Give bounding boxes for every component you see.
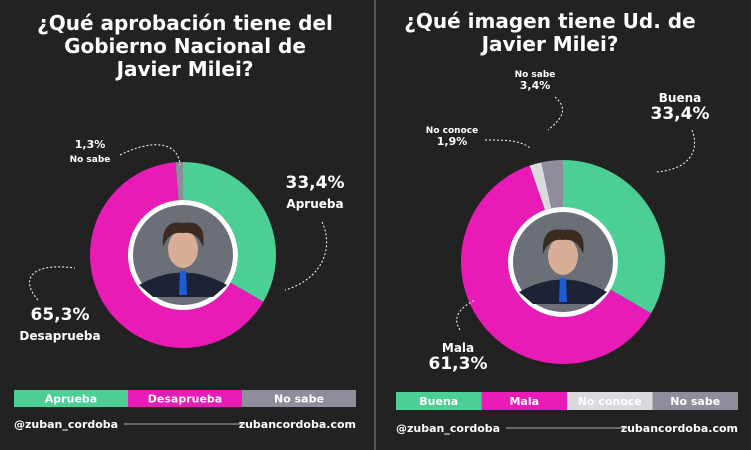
photo-hair <box>542 229 584 254</box>
legend-label: No sabe <box>670 395 720 408</box>
legend-swatch <box>567 392 653 410</box>
callout-arrow <box>119 144 181 166</box>
value-label: 65,3% <box>31 305 90 325</box>
value-label: 61,3% <box>429 354 488 374</box>
chart-title: ¿Qué imagen tiene Ud. de Javier Milei? <box>404 9 696 56</box>
legend-swatch <box>14 390 128 407</box>
photo-head <box>168 230 198 268</box>
legend-swatch <box>242 390 356 407</box>
value-label: 3,4% <box>520 79 551 92</box>
category-label: No conoce <box>426 126 478 136</box>
value-label: 1,3% <box>75 138 106 151</box>
callout-arrow <box>284 221 328 291</box>
callout-arrow <box>654 129 696 173</box>
callout-arrow <box>484 139 531 149</box>
legend-label: Desaprueba <box>148 393 222 406</box>
donut-slice <box>541 160 563 209</box>
chart-title: ¿Qué aprobación tiene del Gobierno Nacio… <box>37 11 333 81</box>
value-label: 1,9% <box>437 135 468 148</box>
value-label: 33,4% <box>286 173 345 193</box>
legend-label: No sabe <box>274 393 324 406</box>
photo-tie <box>559 278 567 302</box>
donut-slice <box>175 162 183 201</box>
footer-website: zubancordoba.com <box>621 422 738 435</box>
callout-arrow <box>29 266 76 301</box>
legend-swatch <box>481 392 567 410</box>
donut-slice <box>529 162 552 211</box>
category-label: No sabe <box>70 155 111 165</box>
category-label: No sabe <box>515 70 556 80</box>
category-label: Buena <box>659 91 701 105</box>
donut-slice <box>183 162 276 302</box>
legend-swatch <box>652 392 738 410</box>
category-label: Desaprueba <box>19 329 100 343</box>
legend-label: No conoce <box>578 395 642 408</box>
footer-handle: @zuban_cordoba <box>396 422 500 435</box>
legend-swatch <box>396 392 482 410</box>
callout-arrow <box>456 299 476 331</box>
category-label: Mala <box>442 341 474 355</box>
legend-label: Mala <box>509 395 539 408</box>
donut-slice <box>89 162 264 348</box>
value-label: 33,4% <box>651 104 710 124</box>
category-label: Aprueba <box>286 197 343 211</box>
footer-website: zubancordoba.com <box>239 418 356 431</box>
photo-head <box>548 237 578 275</box>
legend-label: Aprueba <box>45 393 97 406</box>
donut-slice <box>461 165 652 364</box>
callout-arrow <box>547 96 564 131</box>
legend-swatch <box>128 390 242 407</box>
donut-slice <box>563 160 665 314</box>
photo-tie <box>179 271 187 295</box>
legend-label: Buena <box>419 395 458 408</box>
footer-handle: @zuban_cordoba <box>14 418 118 431</box>
photo-hair <box>162 222 204 247</box>
